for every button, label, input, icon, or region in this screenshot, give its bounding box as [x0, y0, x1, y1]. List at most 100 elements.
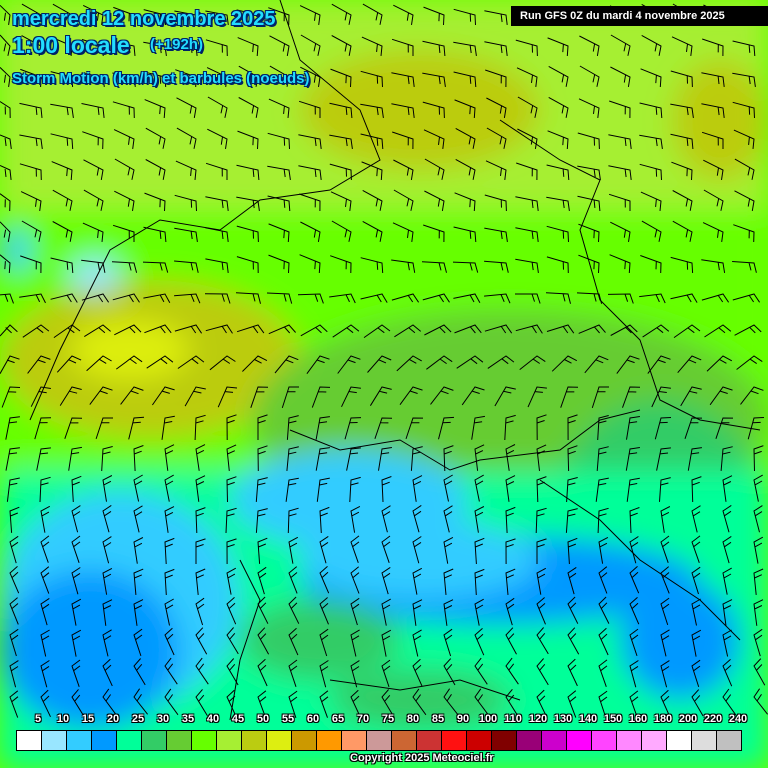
- wind-barb: [71, 505, 81, 533]
- wind-barb: [288, 536, 299, 564]
- legend-label: 45: [231, 713, 245, 725]
- legend-label: 35: [181, 713, 195, 725]
- legend-label: 10: [56, 713, 70, 725]
- wind-barb: [102, 658, 113, 687]
- wind-barb: [82, 4, 104, 25]
- wind-barb: [205, 196, 229, 211]
- wind-barb: [753, 445, 764, 472]
- wind-barb: [9, 660, 19, 688]
- wind-barb: [143, 293, 171, 304]
- wind-barb: [640, 191, 662, 211]
- wind-barb: [391, 38, 414, 56]
- wind-barb: [670, 256, 694, 274]
- wind-barb: [362, 3, 383, 25]
- wind-barb: [101, 446, 113, 472]
- wind-barb: [50, 293, 78, 303]
- wind-barb: [567, 445, 578, 472]
- wind-barb: [40, 505, 51, 533]
- wind-barb: [629, 536, 639, 564]
- wind-barb: [21, 220, 42, 242]
- wind-barb: [753, 599, 764, 626]
- wind-barb: [346, 447, 361, 471]
- wind-barb: [722, 535, 732, 564]
- wind-barb: [1, 386, 21, 408]
- wind-barb: [474, 688, 489, 715]
- wind-barb: [174, 227, 198, 242]
- wind-barb: [288, 690, 298, 719]
- wind-barb: [734, 190, 755, 211]
- wind-barb: [722, 475, 733, 502]
- wind-barb: [536, 658, 549, 686]
- wind-barb: [6, 477, 20, 502]
- wind-barb: [71, 659, 81, 687]
- wind-barb: [753, 688, 768, 715]
- wind-barb: [268, 7, 290, 26]
- wind-barb: [701, 293, 730, 303]
- legend-swatch: [417, 731, 442, 750]
- wind-barb: [361, 161, 383, 181]
- wind-barb: [102, 536, 112, 564]
- wind-barb: [702, 222, 724, 242]
- wind-barb: [133, 505, 143, 533]
- wind-barb: [626, 416, 640, 440]
- country-borders: [29, 0, 761, 721]
- wind-barb: [722, 599, 733, 626]
- wind-barb: [485, 160, 507, 180]
- wind-barb: [640, 68, 662, 88]
- wind-barb: [9, 597, 19, 625]
- wind-barb: [474, 474, 484, 502]
- wind-barb: [40, 660, 50, 688]
- wind-barb: [329, 293, 356, 304]
- wind-barb: [677, 355, 702, 374]
- wind-barb: [443, 688, 458, 715]
- wind-barb: [453, 293, 481, 303]
- wind-barb: [547, 37, 569, 57]
- wind-barb: [145, 159, 166, 180]
- legend-label: 50: [256, 713, 270, 725]
- wind-barb: [235, 292, 261, 304]
- wind-barb: [217, 386, 238, 408]
- wind-barb: [102, 475, 113, 502]
- wind-barb: [133, 658, 146, 686]
- wind-barb: [577, 132, 600, 150]
- wind-barb: [36, 447, 51, 471]
- wind-barb: [722, 688, 737, 716]
- legend-swatch: [592, 731, 617, 750]
- wind-barb: [494, 386, 516, 407]
- wind-barb: [381, 535, 391, 563]
- wind-barb: [274, 355, 299, 374]
- wind-barb: [704, 324, 732, 338]
- wind-barb: [297, 293, 324, 304]
- wind-barb: [71, 598, 82, 626]
- wind-barb: [629, 597, 640, 625]
- wind-barb: [0, 221, 11, 242]
- wind-barb: [128, 416, 145, 440]
- legend-swatch: [17, 731, 42, 750]
- wind-barb: [680, 386, 702, 407]
- wind-barb: [315, 447, 330, 471]
- wind-barb: [474, 537, 485, 565]
- wind-barb: [753, 568, 764, 595]
- wind-barb: [567, 690, 577, 718]
- wind-barb: [226, 658, 239, 686]
- wind-barb: [672, 220, 693, 242]
- wind-barb: [144, 192, 166, 212]
- legend-swatch: [442, 731, 467, 750]
- wind-barb: [546, 225, 569, 243]
- wind-barb: [424, 324, 452, 336]
- legend-swatch: [667, 731, 692, 750]
- legend-label: 200: [678, 713, 698, 725]
- wind-barb: [19, 102, 43, 118]
- wind-barb: [670, 70, 693, 88]
- wind-barb: [505, 538, 516, 565]
- wind-barb: [596, 446, 609, 471]
- forecast-date: mercredi 12 novembre 2025: [12, 8, 276, 30]
- wind-barb: [734, 158, 755, 180]
- parameter-title: Storm Motion (km/h) et barbules (noeuds): [12, 70, 310, 87]
- legend-label: 100: [478, 713, 498, 725]
- wind-barb: [299, 254, 321, 274]
- wind-barb: [285, 477, 299, 502]
- wind-barb: [753, 658, 766, 686]
- wind-barb: [114, 324, 142, 336]
- wind-barb: [300, 34, 321, 56]
